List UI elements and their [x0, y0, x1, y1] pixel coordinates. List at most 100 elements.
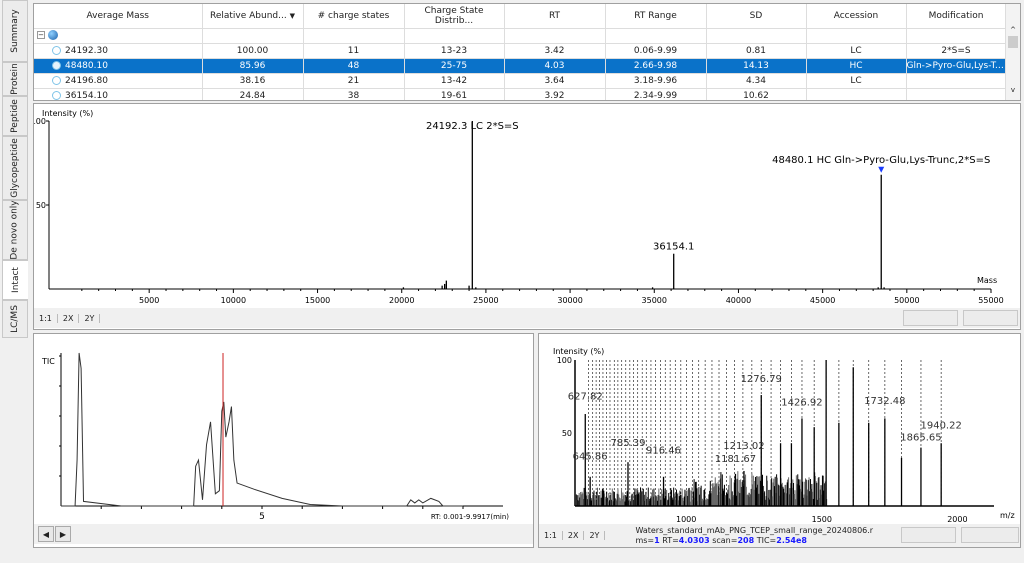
peak-label: 1426.92 [781, 397, 822, 408]
peak-annotation: 24192.3 LC 2*S=S [426, 121, 519, 132]
cell-abund: 24.84 [202, 88, 304, 100]
x-tick-label: 1500 [812, 515, 832, 522]
table-row[interactable]: 24196.80 38.16 21 13-42 3.64 3.18-9.96 4.34 LC [34, 73, 1007, 89]
peak-label: 1865.65 [900, 432, 941, 443]
cell-charges: 11 [303, 43, 405, 59]
cell-sd: 0.81 [706, 43, 807, 59]
node-icon [52, 75, 61, 85]
peak-label: 1940.22 [920, 421, 961, 432]
field-box-1[interactable] [903, 310, 958, 326]
x-tick-label: 50000 [894, 296, 919, 305]
ms-zoom-2x-button[interactable]: 2X [563, 531, 585, 540]
col-rt[interactable]: RT [504, 4, 606, 29]
x-tick-label: 35000 [642, 296, 667, 305]
cell-range: 2.66-9.98 [605, 58, 707, 74]
tic-chart[interactable]: TIC 5 RT: 0.001-9.9917(min) [34, 334, 533, 522]
cell-mass: 24192.30 [34, 43, 203, 59]
collapse-icon[interactable]: − [37, 31, 45, 40]
ms-field-box-1[interactable] [901, 527, 956, 543]
x-axis-label: Mass [977, 276, 997, 285]
tab-de-novo-only[interactable]: De novo only [2, 200, 28, 260]
next-scan-button[interactable]: ▶ [55, 526, 71, 542]
x-tick-label: 10000 [221, 296, 246, 305]
ms-zoom-1-1-button[interactable]: 1:1 [539, 531, 563, 540]
col-accession[interactable]: Accession [806, 4, 907, 29]
col-relative-abundance[interactable]: Relative Abund... ▼ [202, 4, 304, 29]
peak-label: 1181.67 [715, 454, 756, 465]
protein-table-panel: Average Mass Relative Abund... ▼ # charg… [33, 3, 1021, 101]
x-tick-label: 1000 [676, 515, 696, 522]
cell-dist: 25-75 [404, 58, 505, 74]
peak-label: 785.39 [610, 438, 645, 449]
group-row[interactable]: − [34, 28, 1007, 44]
cell-mod: 2*S=S [906, 43, 1007, 59]
ms-field-box-2[interactable] [961, 527, 1019, 543]
cell-dist: 13-23 [404, 43, 505, 59]
tab-glycopeptide[interactable]: Glycopeptide [2, 136, 28, 200]
col-charge-distribution[interactable]: Charge State Distrib... [404, 4, 505, 29]
table-row[interactable]: 36154.10 24.84 38 19-61 3.92 2.34-9.99 10.62 [34, 88, 1007, 100]
tab-lcms[interactable]: LC/MS [2, 300, 28, 338]
scan-status: ms=1 RT=4.0303 scan=208 TIC=2.54e8 [635, 535, 807, 545]
cell-dist: 13-42 [404, 73, 505, 89]
field-box-2[interactable] [963, 310, 1018, 326]
cell-mod [906, 88, 1007, 100]
cell-acc: LC [806, 73, 907, 89]
cell-range: 2.34-9.99 [605, 88, 707, 100]
y-tick-label: 100 [557, 356, 572, 365]
cell-dist: 19-61 [404, 88, 505, 100]
cell-charges: 38 [303, 88, 405, 100]
col-average-mass[interactable]: Average Mass [34, 4, 203, 29]
scroll-up-icon[interactable]: ^ [1010, 26, 1016, 34]
table-row[interactable]: 24192.30 100.00 11 13-23 3.42 0.06-9.99 0.81 LC… [34, 43, 1007, 59]
y-axis-label: Intensity (%) [42, 109, 93, 118]
sort-desc-icon: ▼ [289, 11, 295, 20]
col-modification[interactable]: Modification [906, 4, 1007, 29]
tab-peptide[interactable]: Peptide [2, 96, 28, 136]
deconvolved-spectrum-chart[interactable]: Intensity (%) Mass 50 100 5000 10000 15000 2000… [34, 104, 1020, 308]
x-tick-label: 2000 [947, 515, 967, 522]
deconvolved-spectrum-panel: Intensity (%) Mass 50 100 5000 10000 15000 2000… [33, 103, 1021, 330]
prev-scan-button[interactable]: ◀ [38, 526, 54, 542]
peak-annotation: 36154.1 [653, 242, 694, 253]
peak-label: 627.82 [568, 391, 603, 402]
cell-mass: 36154.10 [34, 88, 203, 100]
x-tick-label: 15000 [305, 296, 330, 305]
rt-range-label: RT: 0.001-9.9917(min) [431, 513, 509, 521]
ms-zoom-2y-button[interactable]: 2Y [584, 531, 606, 540]
cell-mod [906, 73, 1007, 89]
cell-rt: 4.03 [504, 58, 606, 74]
selected-peak-marker-icon [878, 166, 885, 173]
scroll-thumb[interactable] [1008, 36, 1018, 48]
cell-sd: 10.62 [706, 88, 807, 100]
x-tick-label: 45000 [810, 296, 835, 305]
table-scrollbar[interactable]: ^ v [1005, 4, 1020, 100]
zoom-2x-button[interactable]: 2X [58, 313, 80, 323]
x-tick-label: 5 [259, 512, 265, 522]
zoom-2y-button[interactable]: 2Y [79, 313, 101, 323]
peak-annotation: 48480.1 HC Gln->Pyro-Glu,Lys-Trunc,2*S=S [772, 155, 990, 166]
col-charge-states[interactable]: # charge states [303, 4, 405, 29]
cell-abund: 100.00 [202, 43, 304, 59]
zoom-1-1-button[interactable]: 1:1 [34, 313, 58, 323]
ms-spectrum-panel: Intensity (%) m/z 50 100 1000 1500 2000 627.82 6… [538, 333, 1021, 548]
x-tick-label: 55000 [978, 296, 1003, 305]
y-tick-label: 50 [36, 201, 46, 210]
tab-intact[interactable]: Intact [2, 260, 28, 300]
tab-summary[interactable]: Summary [2, 0, 28, 62]
tic-nav: ◀ ▶ [34, 524, 533, 544]
cell-acc: LC [806, 43, 907, 59]
ms-spectrum-chart[interactable]: Intensity (%) m/z 50 100 1000 1500 2000 627.82 6… [539, 334, 1020, 522]
tab-protein[interactable]: Protein [2, 62, 28, 96]
cell-charges: 48 [303, 58, 405, 74]
y-tick-label: 50 [562, 429, 572, 438]
table-row[interactable]: 48480.10 85.96 48 25-75 4.03 2.66-9.98 14.13 HC… [34, 58, 1007, 74]
peak-label: 645.86 [573, 451, 608, 462]
x-tick-label: 30000 [557, 296, 582, 305]
peak-label: 1213.02 [723, 441, 764, 452]
globe-icon [47, 30, 58, 41]
scroll-down-icon[interactable]: v [1010, 86, 1016, 94]
col-rt-range[interactable]: RT Range [605, 4, 707, 29]
col-sd[interactable]: SD [706, 4, 807, 29]
y-axis-label: Intensity (%) [553, 347, 604, 356]
